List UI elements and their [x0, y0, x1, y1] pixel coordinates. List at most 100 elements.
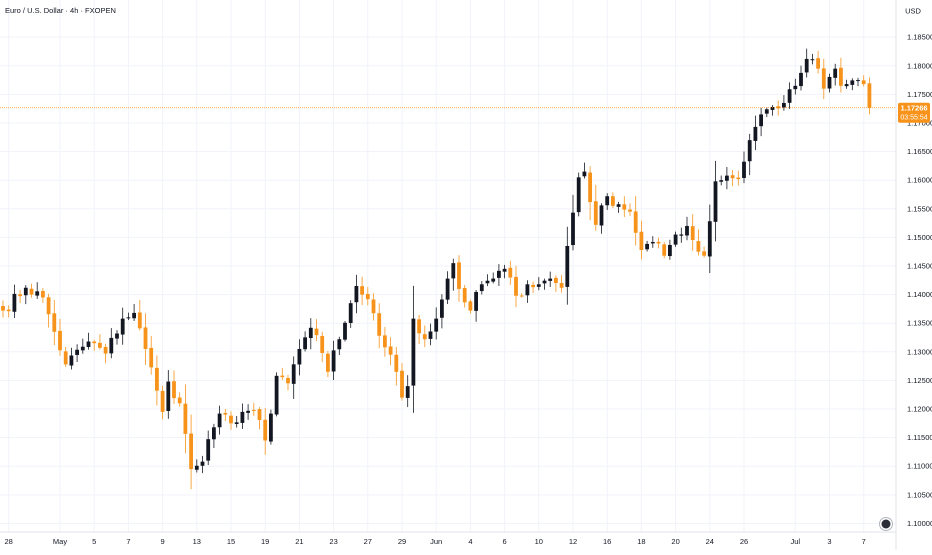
candle [394, 346, 399, 386]
candle [251, 402, 256, 416]
time-tick-label: 21 [295, 537, 303, 546]
candle-body [867, 83, 872, 108]
candle [508, 260, 513, 285]
candle-body [326, 353, 330, 372]
candle [679, 227, 684, 243]
candle-body [405, 386, 410, 398]
time-tick-label: 7 [126, 537, 130, 546]
candle [685, 216, 689, 241]
candle-body [662, 244, 667, 256]
candle-body [388, 346, 393, 355]
candle-body [149, 347, 154, 368]
last-price-value: 1.17266 [900, 103, 927, 112]
price-axis[interactable]: 1.18500 1.18000 1.17500 1.17000 1.16500 1.160… [907, 33, 932, 528]
candle [177, 392, 182, 407]
candle-body [286, 378, 290, 384]
candle-body [234, 422, 239, 424]
candle-body [554, 277, 558, 284]
candle-body [35, 291, 40, 296]
candle-body [839, 67, 843, 86]
candle [18, 290, 22, 303]
time-axis[interactable]: 28 May 5 7 9 13 15 19 21 23 27 29 Jun 4 6 10 12 16 18 20 24 2… [5, 537, 866, 546]
candle [63, 346, 68, 367]
candle [41, 288, 45, 303]
candle-body [514, 276, 518, 296]
candle [861, 75, 866, 87]
candle-body [856, 80, 860, 82]
candle [725, 167, 729, 190]
candle-body [588, 172, 592, 203]
symbol-title[interactable]: Euro / U.S. Dollar · 4h · FXOPEN [5, 6, 116, 15]
candle [269, 409, 273, 445]
candle [212, 423, 216, 448]
candle [628, 203, 632, 216]
candle-body [605, 196, 610, 206]
price-tick-label: 1.12000 [907, 405, 932, 414]
candle-body [576, 177, 581, 213]
candle [690, 214, 695, 251]
candle-body [451, 263, 456, 279]
candle [839, 57, 843, 93]
candle [821, 58, 826, 100]
candle-body [246, 410, 250, 413]
currency-badge[interactable] [902, 4, 924, 17]
candle-body [542, 280, 547, 284]
last-price-tag: 1.17266 03:55:54 [898, 102, 930, 123]
candle [80, 338, 85, 354]
time-tick-label: 3 [827, 537, 831, 546]
candle [326, 350, 330, 378]
candle [337, 336, 342, 355]
candle [75, 344, 79, 363]
candle-body [827, 76, 832, 89]
time-tick-label: May [53, 537, 67, 546]
candle [491, 272, 496, 284]
candle [707, 204, 712, 274]
candle-body [12, 293, 17, 312]
candle-body [747, 140, 752, 162]
candle-body [274, 375, 279, 415]
candle [371, 293, 376, 321]
candle [867, 77, 872, 115]
candle [611, 192, 615, 209]
candle [1, 300, 5, 318]
candle-body [531, 284, 535, 288]
candle [166, 370, 171, 419]
candle-body [474, 291, 478, 311]
candle-body [861, 80, 866, 85]
candle-body [58, 330, 62, 351]
candle [605, 193, 610, 210]
candle [519, 293, 524, 298]
candle-body [593, 201, 598, 225]
candle-body [172, 381, 176, 399]
candle [782, 95, 786, 111]
candle-body [229, 415, 233, 424]
candle-body [816, 58, 820, 69]
candle [92, 339, 97, 351]
candle [468, 299, 473, 314]
time-tick-label: 24 [706, 537, 714, 546]
candle [422, 325, 427, 348]
candle [850, 78, 855, 91]
candle [377, 303, 382, 349]
candle [360, 276, 364, 306]
candle [417, 314, 421, 345]
candle [502, 264, 507, 279]
candle [52, 299, 57, 346]
candle [103, 343, 108, 364]
candle-body [155, 367, 159, 391]
candle [764, 107, 769, 118]
candle [810, 53, 815, 65]
circle-dot-icon[interactable] [879, 517, 893, 531]
candle [400, 363, 404, 401]
candle-body [354, 286, 359, 303]
candle [445, 271, 450, 305]
candle [160, 385, 165, 420]
candle [713, 160, 718, 242]
time-tick-label: 23 [329, 537, 337, 546]
candle [234, 416, 239, 428]
time-tick-label: 7 [862, 537, 866, 546]
candle-body [599, 205, 604, 226]
price-tick-label: 1.16000 [907, 176, 932, 185]
